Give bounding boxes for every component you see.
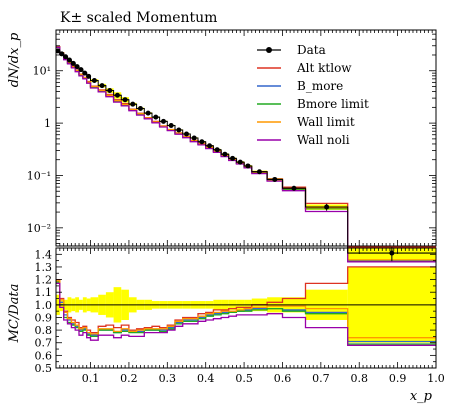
data-point: [78, 67, 84, 73]
ratio-alt-ktlow: [56, 266, 436, 334]
x-tick-label: 0.6: [274, 372, 292, 385]
x-tick-label: 1.0: [427, 372, 445, 385]
x-axis-label: x_p: [410, 389, 433, 404]
data-histogram: [56, 50, 436, 254]
ratio-tick-label: 1.3: [35, 261, 53, 274]
data-point: [122, 97, 128, 103]
ratio-tick-label: 1.0: [35, 299, 53, 312]
data-point: [86, 73, 92, 79]
data-point: [70, 60, 76, 66]
data-point: [66, 57, 72, 63]
legend-entry-data: Data: [257, 43, 326, 57]
data-point: [168, 123, 174, 129]
x-tick-label: 0.4: [197, 372, 215, 385]
data-point: [324, 204, 330, 210]
legend-label: Wall noli: [297, 133, 350, 147]
top-panel-series: [56, 46, 436, 263]
x-tick-label: 0.5: [235, 372, 253, 385]
series-wall-limit: [56, 46, 436, 261]
top-ylabel: dN/dx_p: [7, 32, 22, 87]
axis-ticks: 0.1 0.2 0.3 0.4 0.5 0.6 0.7 0.8 0.9 1.010⁻²10⁻¹11…: [27, 29, 445, 385]
legend-entry-wall-limit: Wall limit: [257, 115, 355, 129]
legend-entry-bmore-limit: Bmore limit: [257, 97, 369, 111]
ratio-tick-label: 0.6: [35, 349, 53, 362]
data-point: [55, 48, 61, 54]
ratio-bmore-limit: [56, 281, 436, 345]
legend-entry-wall-noli: Wall noli: [257, 133, 350, 147]
ratio-tick-label: 0.9: [35, 311, 53, 324]
data-point: [237, 159, 243, 165]
panel-frames: [55, 29, 437, 369]
data-point: [207, 143, 213, 149]
legend-label: Wall limit: [297, 115, 355, 129]
legend-label: B_more: [297, 79, 343, 93]
ratio-tick-label: 1.4: [35, 248, 53, 261]
data-point: [153, 114, 159, 120]
top-panel-frame: [55, 29, 437, 247]
y-tick-label: 10⁻²: [27, 222, 51, 235]
legend-marker: [266, 47, 272, 53]
ratio-tick-label: 1.1: [35, 286, 53, 299]
data-point: [59, 51, 65, 57]
bottom-ylabel: MC/Data: [7, 284, 22, 344]
data-point: [82, 70, 88, 76]
legend-entry-alt-ktlow: Alt ktlow: [257, 61, 352, 75]
data-point: [214, 147, 220, 153]
data-point: [74, 64, 80, 70]
data-point: [245, 163, 251, 169]
data-point: [63, 54, 69, 60]
x-tick-label: 0.9: [389, 372, 407, 385]
data-point: [137, 106, 143, 112]
data-point: [222, 151, 228, 157]
data-point: [145, 110, 151, 116]
series-alt-ktlow: [56, 46, 436, 248]
ratio-tick-label: 0.7: [35, 337, 53, 350]
bottom-panel-frame: [55, 247, 437, 369]
y-tick-label: 10⁻¹: [27, 169, 51, 182]
data-point: [184, 131, 190, 137]
legend-label: Alt ktlow: [296, 61, 352, 75]
ratio-wall-limit: [56, 280, 436, 339]
data-points: [55, 48, 436, 262]
data-point: [130, 101, 136, 107]
data-point: [107, 87, 113, 93]
x-tick-label: 0.7: [312, 372, 330, 385]
ratio-wall-noli: [56, 282, 436, 346]
data-point: [199, 139, 205, 145]
ratio-series: [56, 266, 436, 346]
data-point: [256, 169, 262, 175]
data-point: [291, 185, 297, 191]
chart-title: K± scaled Momentum: [60, 10, 217, 26]
ratio-tick-label: 0.8: [35, 324, 53, 337]
data-point: [389, 250, 395, 256]
legend: Data Alt ktlow B_more Bmore limit Wall limit…: [257, 43, 369, 147]
x-tick-label: 0.1: [82, 372, 100, 385]
data-point: [91, 78, 97, 84]
ratio-tick-label: 0.5: [35, 362, 53, 375]
data-point: [191, 135, 197, 141]
series-wall-noli: [56, 46, 436, 263]
uncertainty-band-top: [56, 49, 436, 262]
y-tick-label: 1: [44, 117, 51, 130]
y-tick-label: 10¹: [33, 65, 51, 78]
data-point: [99, 83, 105, 89]
x-tick-label: 0.3: [159, 372, 177, 385]
legend-label: Bmore limit: [297, 97, 369, 111]
data-point: [176, 127, 182, 133]
data-point: [114, 92, 120, 98]
x-tick-label: 0.8: [350, 372, 368, 385]
x-tick-label: 0.2: [120, 372, 138, 385]
ratio-tick-label: 1.2: [35, 274, 53, 287]
series-bmore-limit: [56, 46, 436, 263]
data-point: [230, 155, 236, 161]
data-point: [160, 118, 166, 124]
data-point: [272, 176, 278, 182]
legend-label: Data: [297, 43, 326, 57]
series-b-more: [56, 46, 436, 262]
legend-entry-b-more: B_more: [257, 79, 343, 93]
